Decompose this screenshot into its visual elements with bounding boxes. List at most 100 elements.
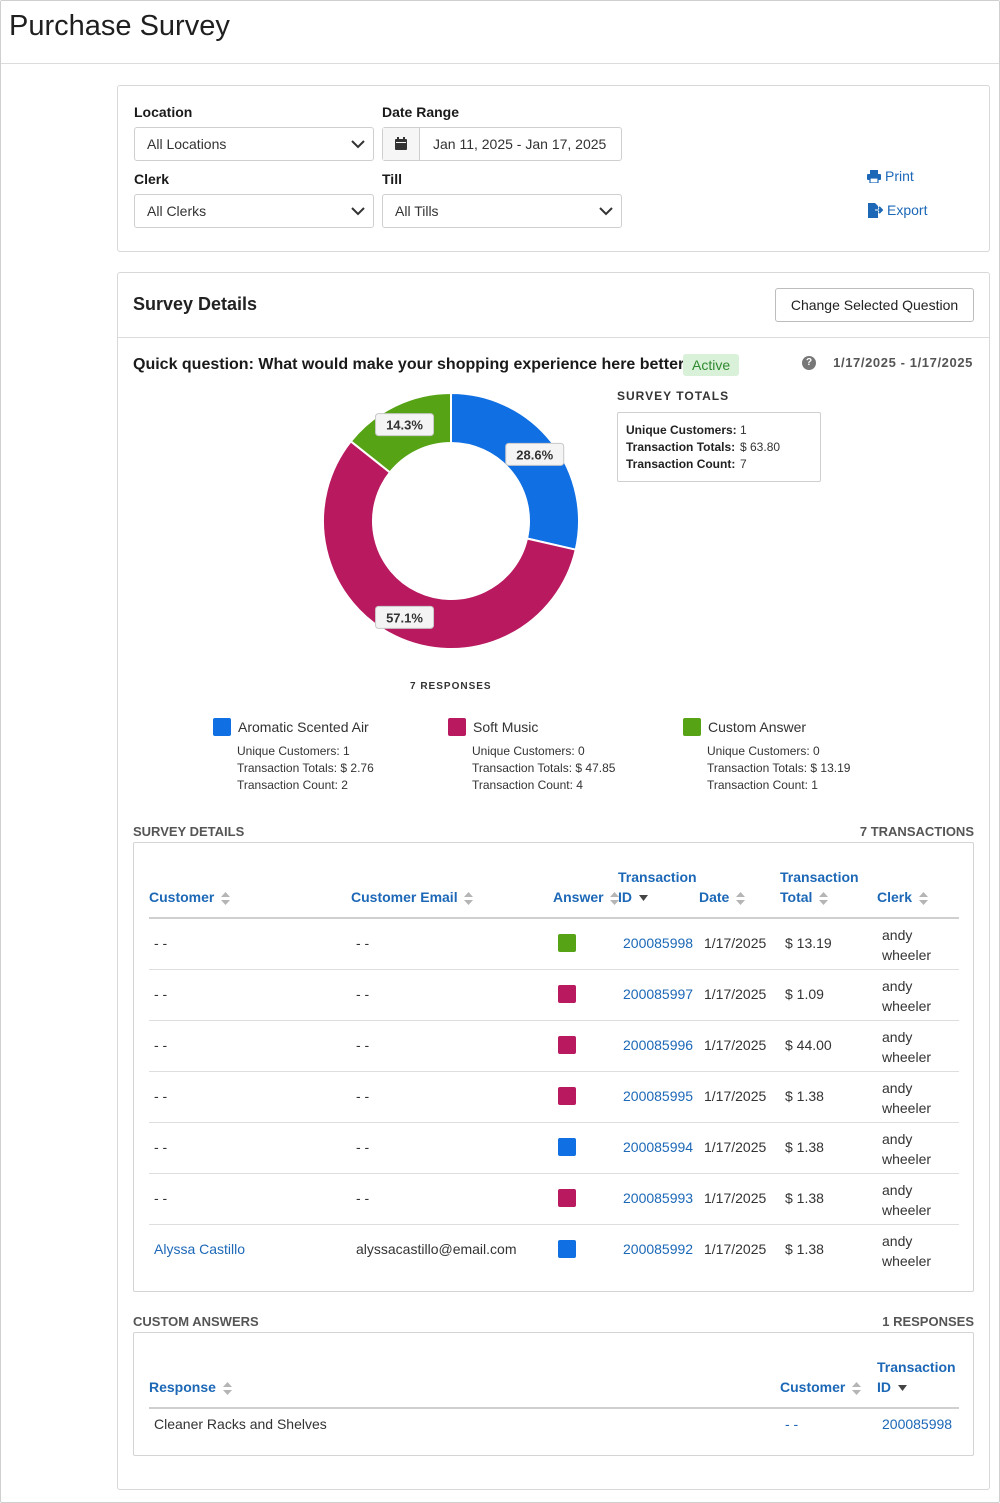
answer-swatch <box>558 1189 576 1207</box>
help-icon[interactable]: ? <box>802 356 816 370</box>
transaction-id-link[interactable]: 200085998 <box>623 935 694 951</box>
date-cell: 1/17/2025 <box>704 1037 767 1053</box>
customer-cell[interactable]: Alyssa Castillo <box>154 1241 246 1257</box>
survey-details-table: Customer Customer Email Answer Transacti… <box>133 842 974 1292</box>
sort-icon <box>819 891 829 905</box>
calendar-button[interactable] <box>383 128 420 160</box>
clerk-last: wheeler <box>882 1151 932 1167</box>
print-link[interactable]: Print <box>867 168 914 184</box>
col-header-customer[interactable]: Customer <box>780 1377 862 1397</box>
date-cell: 1/17/2025 <box>704 1241 767 1257</box>
sort-icon <box>610 891 620 905</box>
col-header-label: Transaction <box>780 869 859 885</box>
col-header-answer[interactable]: Answer <box>553 887 620 907</box>
table-row: - - - - 200085998 1/17/2025 $ 13.19 andy wheel… <box>149 919 959 970</box>
col-header-transaction-id[interactable]: Transaction ID <box>618 867 697 907</box>
sort-icon <box>852 1381 862 1395</box>
slice-data-label-box <box>375 605 435 629</box>
legend-stats: Unique Customers: 0 Transaction Totals: … <box>707 743 850 794</box>
totals-value: 1 <box>740 423 747 437</box>
clerk-last: wheeler <box>882 1100 932 1116</box>
change-question-button[interactable]: Change Selected Question <box>775 288 974 322</box>
donut-slice-soft-music[interactable] <box>322 439 577 650</box>
customer-cell: - - <box>154 935 168 951</box>
page-header: Purchase Survey <box>1 1 999 64</box>
legend-swatch <box>448 718 466 736</box>
answer-swatch <box>558 1087 576 1105</box>
slice-data-label: 14.3% <box>375 413 435 437</box>
legend-stat: Unique Customers: 0 <box>472 744 585 758</box>
custom-answers-table: Response Customer Transaction ID Cleaner… <box>133 1332 974 1456</box>
col-header-customer[interactable]: Customer <box>149 887 231 907</box>
sort-icon <box>222 1381 232 1395</box>
clerk-first: andy <box>882 927 913 943</box>
legend-stats: Unique Customers: 0 Transaction Totals: … <box>472 743 615 794</box>
transaction-id-link[interactable]: 200085994 <box>623 1139 694 1155</box>
survey-panel-title: Survey Details <box>133 294 258 314</box>
clerk-cell: andy wheeler <box>882 1180 931 1220</box>
location-select[interactable]: All Locations <box>134 127 374 161</box>
col-header-transaction-id[interactable]: Transaction ID <box>877 1357 956 1397</box>
slice-data-label-text: 14.3% <box>386 418 423 433</box>
col-header-label: ID <box>877 1379 891 1395</box>
date-range-picker[interactable]: Jan 11, 2025 - Jan 17, 2025 <box>382 127 622 161</box>
col-header-clerk[interactable]: Clerk <box>877 887 928 907</box>
col-header-date[interactable]: Date <box>699 887 746 907</box>
chevron-down-icon <box>351 140 365 149</box>
totals-key: Transaction Count: <box>626 457 736 471</box>
customer-cell[interactable]: - - <box>785 1416 799 1432</box>
legend-label: Aromatic Scented Air <box>238 719 369 735</box>
clerk-first: andy <box>882 1182 913 1198</box>
col-header-label: Transaction <box>877 1359 956 1375</box>
location-label: Location <box>134 104 193 120</box>
slice-data-label-text: 57.1% <box>386 610 423 625</box>
total-cell: $ 44.00 <box>785 1037 832 1053</box>
transaction-id-link[interactable]: 200085997 <box>623 986 694 1002</box>
clerk-last: wheeler <box>882 998 932 1014</box>
total-cell: $ 13.19 <box>785 935 832 951</box>
page-title: Purchase Survey <box>9 10 230 42</box>
transaction-id-link[interactable]: 200085996 <box>623 1037 694 1053</box>
table-row: Cleaner Racks and Shelves - - 200085998 <box>149 1409 959 1460</box>
export-link[interactable]: Export <box>867 202 927 218</box>
clerk-first: andy <box>882 1029 913 1045</box>
totals-value: 7 <box>740 457 747 471</box>
donut-slice-aromatic-scented-air[interactable] <box>450 391 580 551</box>
col-header-email[interactable]: Customer Email <box>351 887 474 907</box>
legend-stat: Transaction Count: 4 <box>472 778 583 792</box>
col-header-response[interactable]: Response <box>149 1377 232 1397</box>
totals-row: Transaction Totals: $ 63.80 <box>626 439 812 456</box>
till-select[interactable]: All Tills <box>382 194 622 228</box>
answer-swatch <box>558 1138 576 1156</box>
transaction-id-link[interactable]: 200085992 <box>623 1241 694 1257</box>
sort-icon <box>918 891 928 905</box>
col-header-transaction-total[interactable]: Transaction Total <box>780 867 859 907</box>
survey-question: Quick question: What would make your sho… <box>133 356 690 373</box>
till-value: All Tills <box>395 203 439 219</box>
totals-key: Transaction Totals: <box>626 440 736 454</box>
table-header-divider <box>149 917 959 919</box>
table-row: - - - - 200085993 1/17/2025 $ 1.38 andy wheele… <box>149 1174 959 1225</box>
survey-details-section-label: SURVEY DETAILS <box>133 824 245 839</box>
clerk-select[interactable]: All Clerks <box>134 194 374 228</box>
col-header-label: Answer <box>553 889 604 905</box>
survey-panel-header: Survey Details Change Selected Question <box>118 273 989 338</box>
total-cell: $ 1.38 <box>785 1241 824 1257</box>
col-header-label: Customer <box>149 889 215 905</box>
transactions-count: 7 TRANSACTIONS <box>859 824 974 839</box>
transaction-id-link[interactable]: 200085993 <box>623 1190 694 1206</box>
col-header-label: Total <box>780 889 813 905</box>
email-cell: - - <box>356 986 370 1002</box>
answer-swatch <box>558 934 576 952</box>
sort-desc-icon <box>638 895 648 902</box>
clerk-last: wheeler <box>882 1049 932 1065</box>
transaction-id-link[interactable]: 200085998 <box>882 1416 953 1432</box>
transaction-id-link[interactable]: 200085995 <box>623 1088 694 1104</box>
clerk-cell: andy wheeler <box>882 1078 931 1118</box>
clerk-cell: andy wheeler <box>882 925 931 965</box>
clerk-first: andy <box>882 1233 913 1249</box>
customer-cell: - - <box>154 1190 168 1206</box>
survey-totals-box: Unique Customers: 1 Transaction Totals: $ … <box>617 412 821 482</box>
date-cell: 1/17/2025 <box>704 1190 767 1206</box>
total-cell: $ 1.09 <box>785 986 824 1002</box>
